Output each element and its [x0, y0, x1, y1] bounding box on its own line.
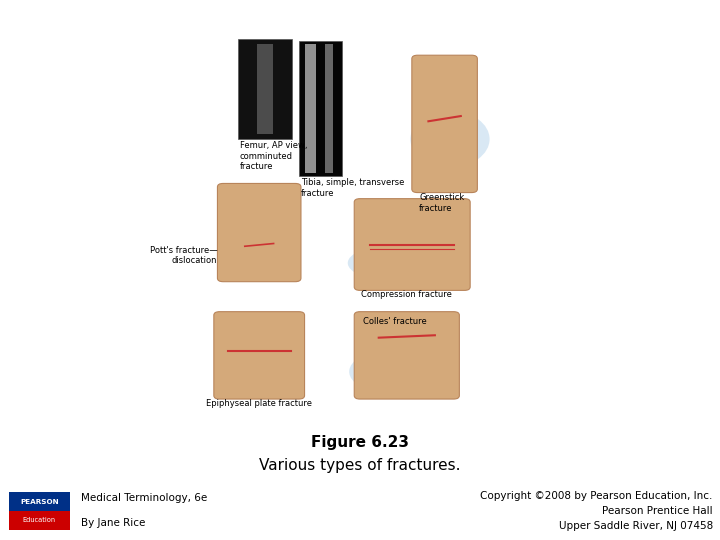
FancyBboxPatch shape [354, 199, 470, 291]
FancyBboxPatch shape [217, 184, 301, 282]
Text: Medical Terminology, 6e: Medical Terminology, 6e [81, 493, 207, 503]
Text: Tibia, simple, transverse
fracture: Tibia, simple, transverse fracture [301, 178, 405, 198]
Text: Pearson Prentice Hall: Pearson Prentice Hall [602, 506, 713, 516]
FancyBboxPatch shape [325, 44, 333, 173]
Ellipse shape [410, 111, 490, 167]
Text: Colles' fracture: Colles' fracture [363, 318, 427, 326]
FancyBboxPatch shape [214, 312, 305, 399]
FancyBboxPatch shape [299, 41, 342, 176]
Text: Upper Saddle River, NJ 07458: Upper Saddle River, NJ 07458 [559, 521, 713, 531]
FancyBboxPatch shape [9, 511, 70, 530]
Text: By Jane Rice: By Jane Rice [81, 517, 145, 528]
Text: Copyright ©2008 by Pearson Education, Inc.: Copyright ©2008 by Pearson Education, In… [480, 491, 713, 501]
Text: Femur, AP view,
comminuted
fracture: Femur, AP view, comminuted fracture [240, 141, 307, 171]
Text: Compression fracture: Compression fracture [361, 290, 452, 299]
Text: Education: Education [22, 517, 56, 523]
Text: Epiphyseal plate fracture: Epiphyseal plate fracture [206, 399, 312, 408]
Ellipse shape [348, 246, 434, 280]
Text: PEARSON: PEARSON [20, 498, 58, 504]
Ellipse shape [349, 350, 433, 394]
FancyBboxPatch shape [354, 312, 459, 399]
FancyBboxPatch shape [9, 492, 70, 511]
Ellipse shape [216, 351, 295, 396]
Text: Figure 6.23: Figure 6.23 [311, 435, 409, 450]
FancyBboxPatch shape [238, 39, 292, 139]
Text: Pott's fracture—
dislocation: Pott's fracture— dislocation [150, 246, 217, 265]
Text: Various types of fractures.: Various types of fractures. [259, 457, 461, 472]
FancyBboxPatch shape [305, 44, 316, 173]
FancyBboxPatch shape [412, 55, 477, 193]
Ellipse shape [223, 232, 292, 277]
FancyBboxPatch shape [256, 44, 273, 134]
Text: Greenstick
fracture: Greenstick fracture [419, 193, 464, 213]
